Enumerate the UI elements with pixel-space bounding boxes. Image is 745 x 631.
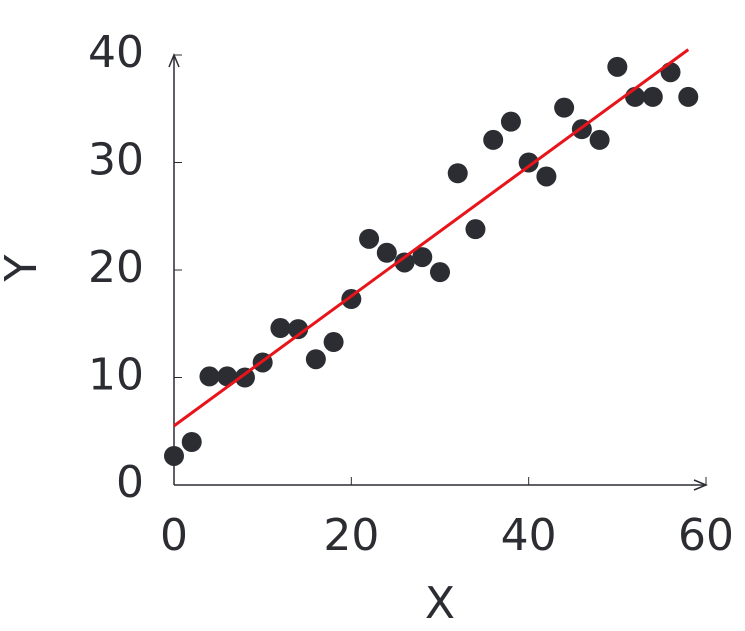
scatter-point [483, 129, 504, 150]
x-tick-label: 0 [160, 510, 188, 561]
scatter-point [217, 366, 238, 387]
fit-line [173, 48, 690, 428]
scatter-point [359, 228, 380, 249]
scatter-point [199, 366, 220, 387]
x-tick-label: 40 [501, 510, 557, 561]
scatter-point [536, 166, 557, 187]
scatter-point [678, 86, 699, 107]
scatter-point [607, 56, 628, 77]
scatter-point [270, 318, 291, 339]
scatter-point [465, 219, 486, 240]
scatter-point [181, 432, 202, 452]
scatter-point [376, 242, 397, 263]
y-tick-label: 10 [88, 350, 144, 401]
scatter-point [234, 367, 255, 388]
y-tick-label: 0 [116, 457, 144, 508]
scatter-point [447, 163, 468, 184]
scatter-point [430, 262, 450, 283]
y-tick-label: 40 [88, 27, 144, 78]
scatter-point [394, 252, 415, 273]
scatter-point [554, 97, 575, 118]
scatter-point [660, 62, 681, 83]
scatter-point [500, 111, 521, 132]
scatter-point [305, 349, 326, 370]
x-axis-label: X [425, 578, 455, 629]
y-tick-label: 30 [88, 135, 144, 186]
y-axis-label: Y [0, 254, 47, 282]
x-tick-label: 20 [323, 510, 379, 561]
scatter-point [323, 332, 344, 353]
scatter-point [288, 319, 309, 340]
scatter-point [589, 129, 610, 150]
scatter-point [164, 445, 184, 466]
scatter-point [518, 152, 539, 173]
scatter-point [642, 86, 663, 107]
scatter-point [412, 247, 433, 268]
y-tick-label: 20 [88, 242, 144, 293]
x-tick-label: 60 [678, 510, 734, 561]
